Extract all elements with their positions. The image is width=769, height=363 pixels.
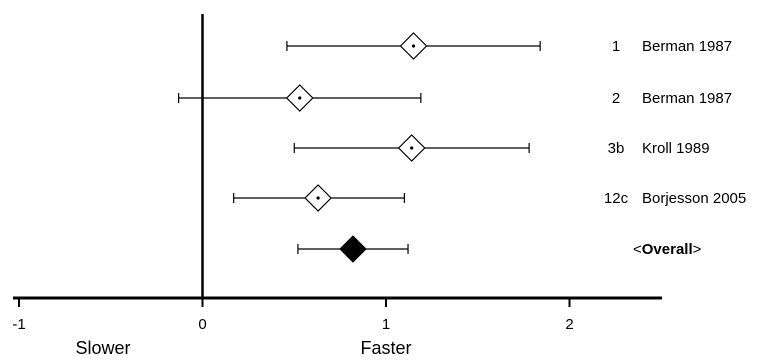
study-1-id-label: 1 [612,38,620,55]
study-1-name-label: Berman 1987 [642,38,732,55]
x-tick-label: 2 [565,316,573,333]
study-3-name-label: Kroll 1989 [642,140,710,157]
study-1-center-dot [411,44,416,48]
x-tick-label: -1 [12,316,25,333]
study-4-id-label: 12c [604,190,629,207]
overall-label-prefix: < [633,241,642,258]
study-3-center-dot [410,146,414,150]
study-4-name-label: Borjesson 2005 [642,190,746,207]
overall-label-suffix: > [693,241,702,258]
study-2-name-label: Berman 1987 [642,90,732,107]
overall-label-bold: Overall [642,241,693,258]
slower-label: Slower [75,338,130,358]
x-tick-label: 0 [198,316,206,333]
study-3-id-label: 3b [608,140,625,157]
plot-layer: -1 0 1 2 1 Berman 1987 2 Berman 1987 3b Kroll 198… [12,14,746,333]
x-tick-label: 1 [382,316,390,333]
study-4-center-dot [316,196,320,200]
study-2-id-label: 2 [612,90,620,107]
overall-diamond-marker [339,235,367,263]
overall-label: <Overall> [633,241,702,258]
study-2-center-dot [298,96,302,100]
faster-label: Faster [360,338,411,358]
